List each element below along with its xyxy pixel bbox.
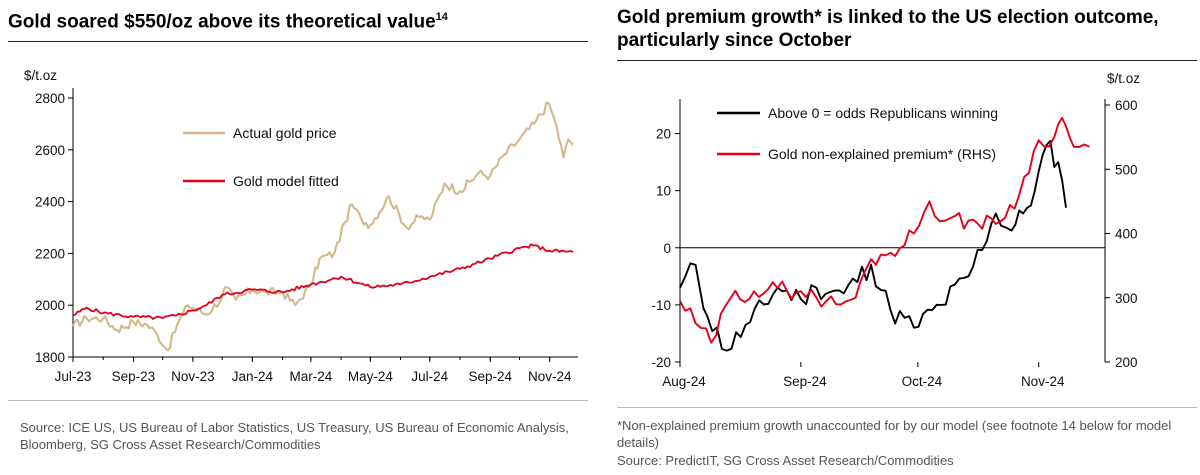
left-y-tick-label: 2200	[35, 246, 65, 261]
left-chart-svg: $/t.oz 1800 2000 2200 2400 2600 2800 Jul-23 Sep-…	[24, 68, 578, 384]
left-series-actual-gold-price	[72, 101, 574, 352]
right-legend-label-premium: Gold non-explained premium* (RHS)	[768, 146, 996, 162]
right-footer-rule	[617, 407, 1197, 408]
right-x-tick-label: Nov-24	[1021, 374, 1065, 389]
left-x-tick-label: Jul-23	[55, 369, 92, 384]
left-x-tick-label: Jan-24	[232, 369, 274, 384]
right-title-rule	[617, 60, 1197, 61]
right-chart-title: Gold premium growth* is linked to the US…	[617, 6, 1159, 52]
left-footer-rule	[8, 400, 588, 401]
left-x-tick-label: May-24	[348, 369, 394, 384]
right-x-tick-label: Oct-24	[902, 374, 943, 389]
left-y-tick-label: 1800	[35, 350, 65, 365]
right-y-tick-label: -10	[651, 298, 671, 313]
left-chart-title-text: Gold soared $550/oz above its theoretica…	[8, 11, 436, 33]
left-chart-title: Gold soared $550/oz above its theoretica…	[8, 6, 448, 33]
left-x-tick-label: Sep-23	[112, 369, 156, 384]
right-source-note: Source: PredictIT, SG Cross Asset Resear…	[617, 453, 954, 468]
left-x-tick-label: Nov-24	[528, 369, 572, 384]
right-footnote: *Non-explained premium growth unaccounte…	[617, 418, 1172, 450]
right-y2-tick-label: 400	[1115, 227, 1138, 242]
left-title-rule	[8, 41, 588, 42]
right-y-tick-label: -20	[651, 355, 671, 370]
right-series-odds-republicans	[679, 139, 1067, 352]
right-y2-tick-label: 500	[1115, 162, 1138, 177]
right-legend-label-odds: Above 0 = odds Republicans winning	[768, 105, 998, 121]
right-y-tick-label: 20	[656, 127, 671, 142]
right-y2-tick-label: 600	[1115, 98, 1138, 113]
left-series-gold-model-fitted	[72, 243, 574, 320]
right-chart-svg: $/t.oz -20 -10 0 10 20 200 300 400 500 600 Aug-24 Se…	[651, 71, 1140, 389]
left-chart-panel: Gold soared $550/oz above its theoretica…	[0, 0, 592, 475]
right-y2-tick-label: 300	[1115, 291, 1138, 306]
right-x-tick-label: Aug-24	[662, 374, 706, 389]
right-y2-tick-label: 200	[1115, 355, 1138, 370]
left-x-tick-label: Sep-24	[468, 369, 512, 384]
left-chart-title-footnote-ref: 14	[435, 11, 448, 23]
left-legend-label-actual-gold-price: Actual gold price	[233, 125, 337, 141]
left-y-tick-label: 2400	[35, 195, 65, 210]
left-x-tick-label: Jul-24	[411, 369, 448, 384]
right-y-tick-label: 10	[656, 184, 671, 199]
right-chart-title-line2: particularly since October	[617, 30, 852, 51]
right-y-tick-label: 0	[663, 241, 671, 256]
left-y-tick-label: 2600	[35, 143, 65, 158]
right-chart-title-line1: Gold premium growth* is linked to the US…	[617, 7, 1159, 28]
left-x-tick-label: Mar-24	[289, 369, 332, 384]
left-source-note: Source: ICE US, US Bureau of Labor Stati…	[20, 420, 569, 452]
left-y-tick-label: 2000	[35, 298, 65, 313]
left-y-axis-label: $/t.oz	[24, 68, 57, 83]
left-legend-label-gold-model-fitted: Gold model fitted	[233, 173, 339, 189]
right-series-gold-non-explained-premium	[679, 116, 1090, 344]
right-x-tick-label: Sep-24	[783, 374, 827, 389]
right-y2-axis-label: $/t.oz	[1107, 71, 1140, 86]
left-x-tick-label: Nov-23	[171, 369, 215, 384]
right-chart-panel: Gold premium growth* is linked to the US…	[612, 0, 1200, 475]
left-y-tick-label: 2800	[35, 91, 65, 106]
